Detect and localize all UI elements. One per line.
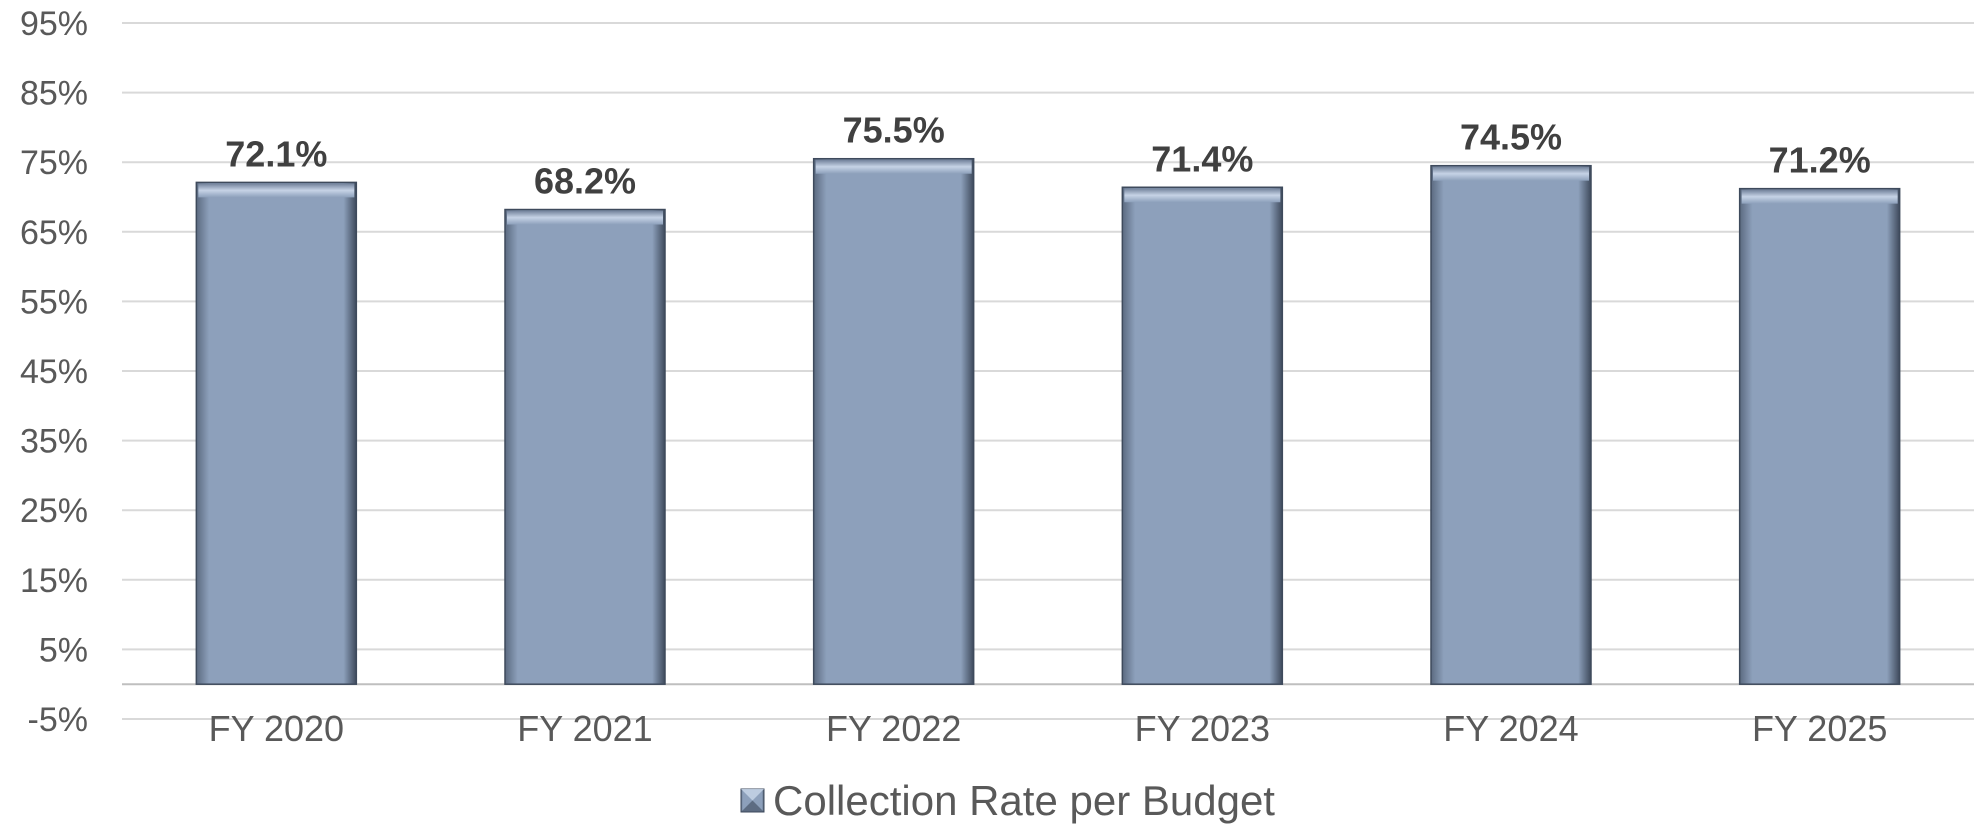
data-label: 71.2% [1769, 140, 1871, 181]
y-tick-label: 15% [20, 562, 88, 600]
bar [505, 210, 665, 685]
bar [1431, 166, 1591, 685]
y-tick-label: 75% [20, 144, 88, 182]
data-label: 74.5% [1460, 117, 1562, 158]
x-tick-label: FY 2024 [1443, 708, 1578, 749]
gridlines [122, 23, 1974, 719]
bar-swatch-icon [741, 789, 764, 812]
y-tick-label: 85% [20, 75, 88, 113]
bar [196, 182, 356, 684]
y-tick-label: 45% [20, 353, 88, 391]
x-tick-label: FY 2020 [209, 708, 344, 749]
x-tick-label: FY 2021 [517, 708, 652, 749]
x-tick-label: FY 2022 [826, 708, 961, 749]
data-label: 72.1% [225, 133, 327, 174]
y-tick-label: -5% [28, 701, 88, 739]
data-labels: 72.1% 68.2% 75.5% 71.4% 74.5% 71.2% [225, 110, 1870, 202]
bar [814, 159, 974, 684]
legend: Collection Rate per Budget [741, 777, 1275, 824]
x-tick-label: FY 2023 [1135, 708, 1270, 749]
data-label: 75.5% [843, 110, 945, 151]
x-tick-label: FY 2025 [1752, 708, 1887, 749]
bar [1740, 189, 1900, 685]
y-tick-label: 5% [39, 631, 88, 669]
y-tick-label: 25% [20, 492, 88, 530]
y-tick-label: 65% [20, 214, 88, 252]
data-label: 71.4% [1151, 138, 1253, 179]
x-axis: FY 2020 FY 2021 FY 2022 FY 2023 FY 2024 FY 20… [209, 708, 1888, 749]
legend-label: Collection Rate per Budget [773, 777, 1275, 824]
bar [1122, 187, 1282, 684]
y-tick-label: 35% [20, 423, 88, 461]
y-tick-label: 95% [20, 5, 88, 43]
data-label: 68.2% [534, 161, 636, 202]
bars [196, 159, 1899, 684]
y-tick-label: 55% [20, 283, 88, 321]
y-axis: -5% 5% 15% 25% 35% 45% 55% 65% 75% 85% 95% [20, 5, 88, 739]
